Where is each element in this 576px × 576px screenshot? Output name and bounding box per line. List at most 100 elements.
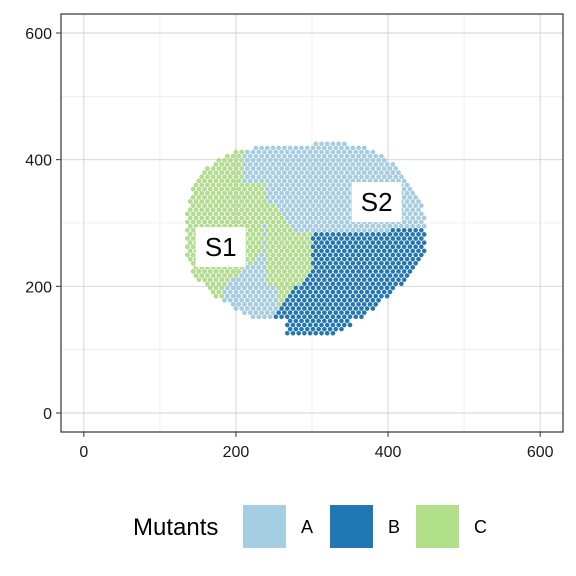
spot-point [262,166,267,171]
spot-point [290,190,296,196]
spot-point [236,162,242,167]
spot-point [322,211,327,217]
spot-point [230,285,236,291]
spot-point [404,273,410,278]
spot-point [273,215,279,221]
spot-point [416,199,421,204]
spot-point [236,277,242,282]
spot-point [302,182,307,188]
spot-point [401,269,407,274]
spot-point [364,149,370,155]
spot-point [265,145,270,151]
spot-point [393,166,398,171]
spot-point [290,314,296,320]
spot-point [310,211,316,217]
spot-point [404,182,410,188]
spot-point [327,236,333,241]
spot-point [336,265,341,270]
spot-point [324,174,330,180]
spot-point [307,289,313,295]
spot-point [410,265,416,270]
spot-point [353,157,359,163]
annotation-label: S2 [361,187,393,217]
spot-point [367,293,373,299]
spot-point [399,174,404,180]
spot-point [247,170,253,175]
spot-point [296,149,301,155]
spot-point [359,223,364,229]
spot-point [336,232,341,237]
spot-point [250,297,256,303]
spot-point [342,199,347,204]
spot-point [356,285,361,291]
spot-point [284,256,290,262]
spot-point [324,306,330,311]
spot-point [245,248,250,254]
spot-point [293,236,299,241]
spot-point [307,207,313,212]
spot-point [339,326,344,332]
spot-point [379,236,384,241]
spot-point [364,297,370,303]
spot-point [347,256,353,262]
spot-point [202,170,207,175]
spot-point [282,170,287,175]
spot-point [290,240,296,245]
spot-point [250,314,256,320]
spot-point [219,203,224,208]
spot-point [219,293,224,299]
spot-point [253,203,259,208]
spot-point [279,306,284,311]
spot-point [364,273,370,278]
spot-point [379,285,384,291]
spot-point [207,269,213,274]
spot-point [213,203,219,208]
spot-point [347,190,353,196]
spot-point [379,269,384,274]
spot-point [296,330,301,336]
spot-point [324,248,330,254]
annotation-box [351,182,402,223]
spot-point [404,223,410,229]
spot-point [245,223,250,229]
spot-point [310,178,316,184]
spot-point [342,232,347,237]
spot-point [347,306,353,311]
spot-point [290,207,296,212]
spot-point [393,256,398,262]
spot-point [364,289,370,295]
spot-point [210,166,216,171]
spot-point [333,227,339,233]
spot-point [276,252,282,258]
spot-point [353,149,359,155]
spot-point [376,232,381,237]
spot-point [299,219,304,225]
spot-point [250,182,256,188]
spot-point [342,306,347,311]
spot-point [187,215,193,221]
spot-point [253,195,259,200]
spot-point [313,141,319,147]
spot-point [330,149,336,155]
spot-point [239,215,244,221]
spot-point [233,273,239,278]
spot-point [324,182,330,188]
spot-point [339,195,344,200]
spot-point [185,252,190,258]
spot-point [313,190,319,196]
spot-point [290,306,296,311]
spot-point [270,260,276,266]
spot-point [330,166,336,171]
spot-point [245,240,250,245]
spot-point [356,310,361,315]
spot-point [284,240,290,245]
spot-point [282,153,287,159]
spot-point [316,285,321,291]
spot-point [199,190,205,196]
spot-point [307,256,313,262]
spot-point [387,273,393,278]
spot-point [353,314,359,320]
spot-point [319,306,324,311]
spot-point [393,240,398,245]
spot-point [324,289,330,295]
